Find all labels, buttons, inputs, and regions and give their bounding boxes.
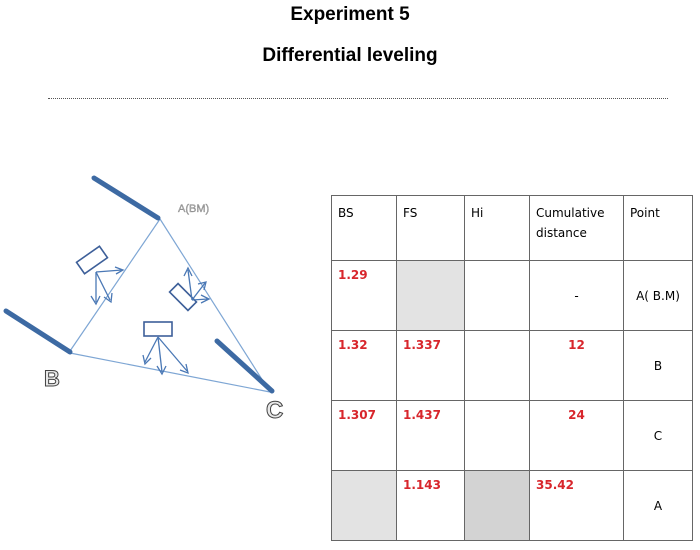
level-instrument-3 bbox=[142, 321, 189, 376]
staff-a bbox=[91, 175, 161, 221]
cell-hi bbox=[464, 470, 530, 541]
table-row: 1.29 - A( B.M) bbox=[331, 260, 693, 331]
leveling-table: BS FS Hi Cumulative distance Point 1.29 … bbox=[331, 195, 693, 541]
cell-cumulative: 24 bbox=[529, 400, 624, 471]
cell-bs: 1.29 bbox=[331, 260, 397, 331]
level-instrument-1 bbox=[75, 245, 125, 306]
cell-fs: 1.437 bbox=[396, 400, 465, 471]
staff-b bbox=[3, 308, 73, 355]
leveling-diagram: A(BM) B C bbox=[3, 175, 284, 425]
point-c-label: C bbox=[266, 397, 283, 424]
table-row: 1.307 1.437 24 C bbox=[331, 400, 693, 471]
dotted-separator bbox=[48, 98, 668, 99]
cell-point: A bbox=[623, 470, 693, 541]
traverse-lines bbox=[69, 218, 271, 393]
cell-bs bbox=[331, 470, 397, 541]
table-row: 1.143 35.42 A bbox=[331, 470, 693, 541]
staff-c bbox=[214, 338, 275, 394]
cell-cumulative: - bbox=[529, 260, 624, 331]
cell-fs: 1.143 bbox=[396, 470, 465, 541]
point-a-label: A(BM) bbox=[178, 203, 209, 215]
staffs bbox=[3, 175, 275, 394]
cell-hi bbox=[464, 400, 530, 471]
level-instrument-2 bbox=[168, 266, 211, 312]
cell-point: C bbox=[623, 400, 693, 471]
cell-hi bbox=[464, 330, 530, 401]
table-row: 1.32 1.337 12 B bbox=[331, 330, 693, 401]
cell-bs: 1.307 bbox=[331, 400, 397, 471]
cell-fs bbox=[396, 260, 465, 331]
cell-cumulative: 12 bbox=[529, 330, 624, 401]
page-title: Experiment 5 bbox=[290, 4, 410, 25]
header-bs: BS bbox=[331, 195, 397, 261]
cell-hi bbox=[464, 260, 530, 331]
cell-point: A( B.M) bbox=[623, 260, 693, 331]
point-b-label: B bbox=[44, 366, 60, 391]
line-a-c bbox=[159, 218, 271, 393]
cell-bs: 1.32 bbox=[331, 330, 397, 401]
header-point: Point bbox=[623, 195, 693, 261]
cell-fs: 1.337 bbox=[396, 330, 465, 401]
line-a-b bbox=[69, 218, 161, 352]
header-hi: Hi bbox=[464, 195, 530, 261]
line-b-c bbox=[69, 352, 271, 393]
page-subtitle: Differential leveling bbox=[262, 45, 438, 66]
header-cumulative-distance: Cumulative distance bbox=[529, 195, 624, 261]
cell-cumulative: 35.42 bbox=[529, 470, 624, 541]
table-header-row: BS FS Hi Cumulative distance Point bbox=[331, 195, 693, 261]
header-fs: FS bbox=[396, 195, 465, 261]
cell-point: B bbox=[623, 330, 693, 401]
